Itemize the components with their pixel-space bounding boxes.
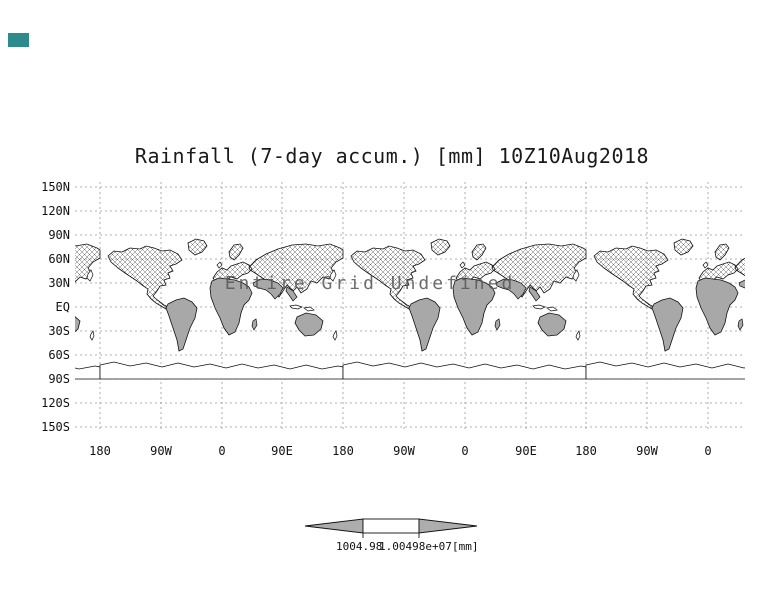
colorbar-right-arrow bbox=[418, 518, 478, 534]
colorbar-tick-label: 1004.98 bbox=[336, 540, 383, 553]
lat-tick-label: 120S bbox=[41, 396, 70, 410]
lat-tick-label: 90N bbox=[48, 228, 70, 242]
lat-tick-label: 150S bbox=[41, 420, 70, 434]
world-map-svg: Entire Grid Undefined bbox=[75, 182, 745, 432]
lon-tick-label: 0 bbox=[218, 444, 226, 458]
lat-tick-label: 60N bbox=[48, 252, 70, 266]
lat-tick-label: 30N bbox=[48, 276, 70, 290]
lon-tick-label: 90W bbox=[393, 444, 415, 458]
lon-tick-label: 90E bbox=[271, 444, 293, 458]
colorbar-unit-label: [mm] bbox=[452, 540, 479, 553]
lat-tick-label: EQ bbox=[55, 300, 70, 314]
colorbar-left-arrow bbox=[304, 518, 364, 534]
lon-tick-label: 90E bbox=[515, 444, 537, 458]
lon-tick-label: 0 bbox=[704, 444, 712, 458]
lat-tick-label: 60S bbox=[48, 348, 70, 362]
lon-tick-label: 180 bbox=[332, 444, 354, 458]
lat-tick-label: 150N bbox=[41, 180, 70, 194]
lat-tick-label: 90S bbox=[48, 372, 70, 386]
lon-tick-label: 180 bbox=[575, 444, 597, 458]
plot-title: Rainfall (7-day accum.) [mm] 10Z10Aug201… bbox=[134, 144, 650, 168]
colorbar bbox=[303, 516, 479, 540]
accent-swatch bbox=[8, 33, 29, 47]
lat-tick-label: 30S bbox=[48, 324, 70, 338]
world-copies bbox=[75, 238, 745, 380]
map-plot: Entire Grid Undefined bbox=[75, 182, 745, 432]
lon-tick-label: 180 bbox=[89, 444, 111, 458]
lat-tick-label: 120N bbox=[41, 204, 70, 218]
lon-tick-label: 0 bbox=[461, 444, 469, 458]
colorbar-tick-label: 1.00498e+07 bbox=[379, 540, 452, 553]
lon-tick-label: 90W bbox=[150, 444, 172, 458]
colorbar-mid-segment bbox=[362, 518, 420, 534]
watermark-text: Entire Grid Undefined bbox=[225, 273, 516, 294]
lon-tick-label: 90W bbox=[636, 444, 658, 458]
